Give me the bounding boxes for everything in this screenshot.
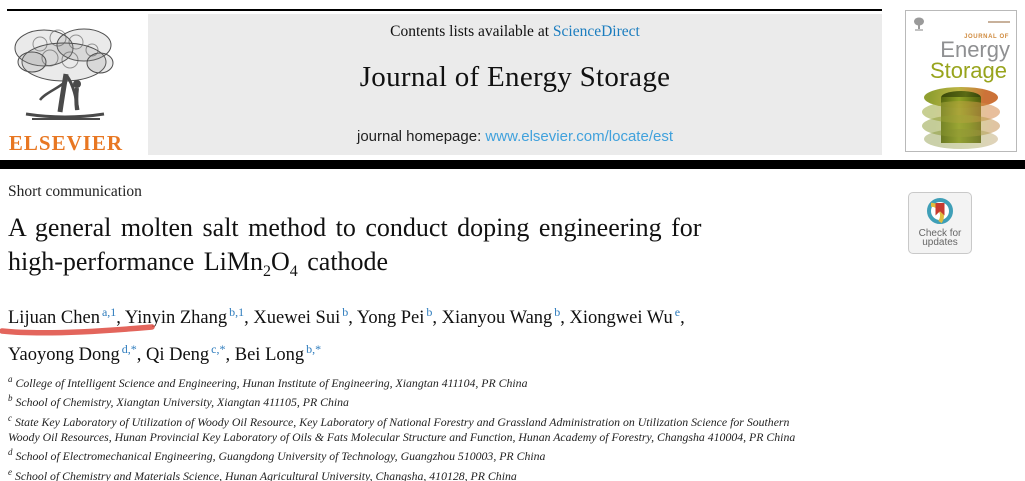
affiliation-list: a College of Intelligent Science and Engi… — [8, 372, 1018, 481]
title-subscript: 2 — [262, 263, 271, 281]
affiliation-sup: b — [8, 393, 13, 404]
author: Yong Pei b, — [356, 305, 442, 329]
author-name: Bei Long — [234, 345, 305, 366]
header-divider-rule — [0, 160, 1025, 169]
journal-banner: Contents lists available at ScienceDirec… — [148, 14, 882, 155]
cover-mini-tree-icon — [914, 17, 924, 31]
contents-prefix: Contents lists available at — [390, 23, 553, 40]
affiliation-sup: e — [8, 466, 12, 477]
homepage-link[interactable]: www.elsevier.com/locate/est — [485, 128, 673, 145]
affiliation: c State Key Laboratory of Utilization of … — [8, 411, 1018, 446]
check-updates-icon — [927, 198, 953, 224]
author: Bei Long b,* — [234, 342, 322, 366]
check-updates-label-line2: updates — [922, 236, 958, 248]
article-type-label: Short communication — [8, 183, 142, 200]
author-name: Qi Deng — [145, 345, 210, 366]
elsevier-logo[interactable]: ELSEVIER — [6, 14, 126, 156]
author-affil-sup: b — [342, 305, 349, 319]
author-separator: , — [225, 345, 235, 366]
title-line2-pre: high-performance LiMn — [8, 247, 263, 276]
contents-line: Contents lists available at ScienceDirec… — [148, 23, 882, 41]
affiliation-text: School of Electromechanical Engineering,… — [15, 449, 546, 464]
journal-title: Journal of Energy Storage — [359, 61, 671, 93]
author-affil-sup: b,* — [306, 342, 322, 357]
author: Xuewei Sui b, — [253, 305, 357, 329]
affiliation: d School of Electromechanical Engineering… — [8, 445, 1018, 464]
affiliation-sup: d — [8, 447, 13, 458]
affiliation: a College of Intelligent Science and Engi… — [8, 372, 1018, 391]
elsevier-tree-icon — [14, 28, 114, 120]
author-name: Yaoyong Dong — [8, 345, 120, 366]
author-affil-sup: b — [426, 305, 433, 319]
affiliation-text: College of Intelligent Science and Engin… — [15, 375, 528, 390]
affiliation-text: State Key Laboratory of Utilization of W… — [15, 414, 790, 429]
title-subscript: 4 — [289, 263, 298, 281]
affiliation: e School of Chemistry and Materials Scien… — [8, 465, 1018, 481]
elsevier-wordmark: ELSEVIER — [8, 131, 124, 155]
author-separator: , — [348, 308, 357, 329]
author-affil-sup: b — [554, 305, 561, 319]
author-affil-sup: d,* — [121, 342, 137, 357]
author-separator: , — [244, 308, 254, 329]
author-separator: , — [432, 308, 442, 329]
author-affil-sup: a,1 — [101, 305, 117, 319]
affiliation: b School of Chemistry, Xiangtan Universit… — [8, 391, 1018, 410]
journal-cover-thumbnail[interactable]: JOURNAL OF Energy Storage — [905, 10, 1017, 152]
author-name: Xianyou Wang — [441, 308, 553, 329]
affiliation-text: School of Chemistry, Xiangtan University… — [15, 395, 349, 410]
affiliation-text: School of Chemistry and Materials Scienc… — [15, 468, 517, 481]
author-name: Xuewei Sui — [253, 308, 341, 329]
author-line-2: Yaoyong Dong d,*, Qi Deng c,*, Bei Long b,* — [8, 334, 908, 371]
cover-art-disc — [924, 129, 998, 149]
cover-issn-text — [988, 21, 1010, 23]
article-title-line2: high-performance LiMn2O4 cathode — [8, 245, 878, 289]
author: Xianyou Wang b, — [441, 305, 570, 329]
author-separator: , — [560, 308, 570, 329]
top-rule — [7, 9, 882, 11]
affiliation-sup: a — [8, 374, 13, 384]
author: Xiongwei Wu e, — [569, 305, 685, 329]
author-name: Yong Pei — [356, 308, 425, 329]
cover-kicker: JOURNAL OF — [964, 34, 1009, 40]
author-separator: , — [136, 345, 146, 366]
cover-title-energy: Energy — [940, 37, 1010, 62]
article-title-line1: A general molten salt method to conduct … — [8, 213, 702, 242]
sciencedirect-link[interactable]: ScienceDirect — [552, 23, 640, 40]
author: Lijuan Chen a,1, — [8, 305, 125, 329]
author-separator: , — [680, 308, 685, 329]
author: Yaoyong Dong d,*, — [8, 342, 146, 366]
author: Yinyin Zhang b,1, — [124, 305, 254, 329]
author-line-1: Lijuan Chen a,1, Yinyin Zhang b,1, Xuewei … — [8, 297, 908, 334]
author: Qi Deng c,*, — [145, 342, 235, 366]
author-name: Xiongwei Wu — [569, 308, 673, 329]
title-line2-mid: O — [270, 247, 290, 276]
author-name: Yinyin Zhang — [124, 308, 228, 329]
article-title: A general molten salt method to conduct … — [8, 211, 878, 289]
check-updates-label-line1: Check for — [918, 228, 962, 239]
author-affil-sup: c,* — [211, 342, 226, 357]
check-for-updates-badge[interactable]: Check for updates — [908, 192, 972, 254]
homepage-line: journal homepage: www.elsevier.com/locat… — [148, 128, 882, 145]
affiliation-sup: c — [8, 412, 12, 423]
affiliation-text-cont: Woody Oil Resources, Hunan Provincial Ke… — [8, 429, 796, 444]
author-affil-sup: e — [674, 305, 681, 319]
title-line2-post: cathode — [297, 247, 389, 276]
author-affil-sup: b,1 — [229, 305, 245, 319]
homepage-prefix: journal homepage: — [356, 128, 486, 145]
author-separator: , — [116, 308, 125, 329]
cover-title-storage: Storage — [929, 58, 1007, 83]
author-list: Lijuan Chen a,1, Yinyin Zhang b,1, Xuewei … — [8, 297, 908, 371]
author-name: Lijuan Chen — [8, 308, 100, 329]
cover-art-disc — [922, 115, 1000, 137]
